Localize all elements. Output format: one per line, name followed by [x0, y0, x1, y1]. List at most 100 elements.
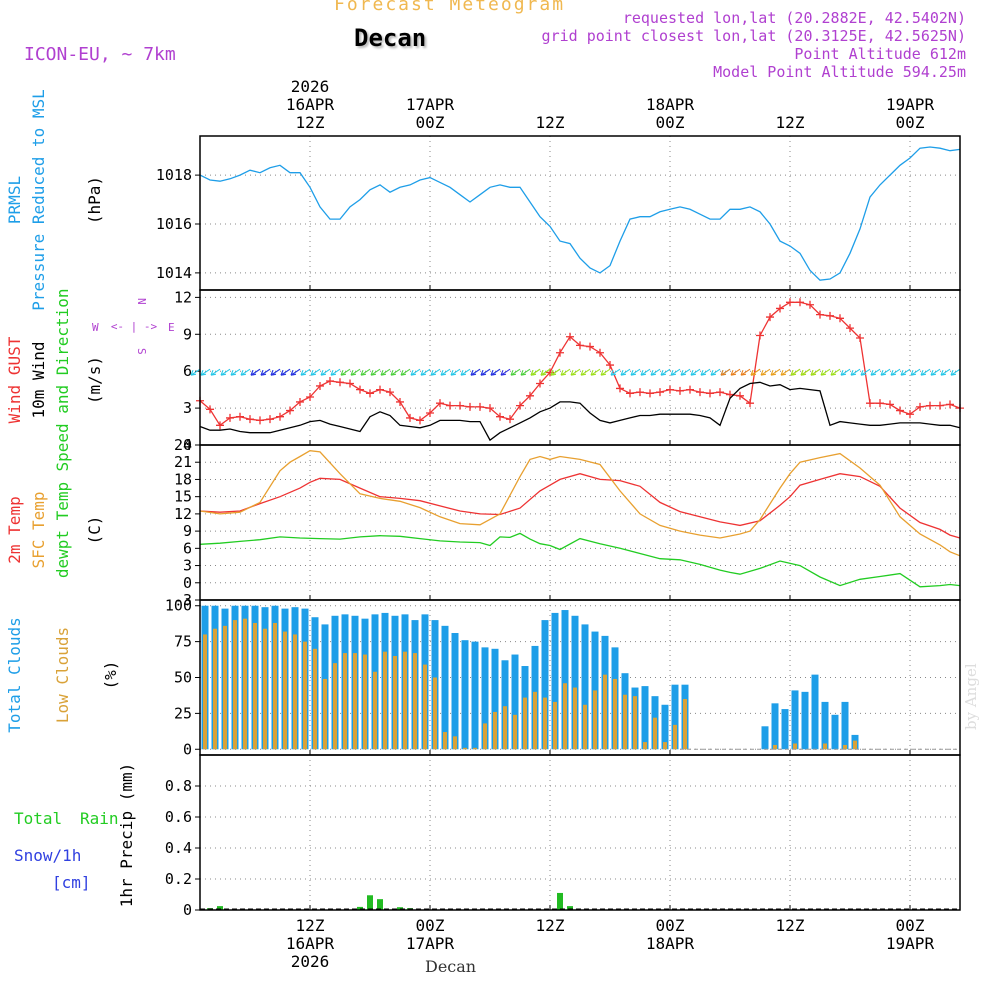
top-axis-label: 19APR	[886, 95, 935, 114]
wind-arrow	[230, 368, 241, 376]
cloud-low-bar	[403, 651, 407, 750]
gust-marker	[286, 406, 294, 415]
panel-frame	[199, 444, 961, 601]
cloud-low-bar	[283, 631, 287, 750]
wind-arrow	[240, 368, 251, 376]
wind-arrow	[410, 368, 421, 376]
precip-rain-label: Rain	[80, 809, 119, 828]
wind-arrow	[220, 368, 231, 376]
series-line	[199, 381, 961, 442]
gust-marker	[716, 388, 724, 397]
cloud-low-bar	[573, 687, 577, 750]
y-tick-label: 9	[183, 522, 192, 540]
cloud-low-bar	[353, 653, 357, 750]
y-axis-label: Low Clouds	[53, 627, 72, 723]
cloud-low-bar	[673, 724, 677, 750]
wind-arrow	[360, 368, 371, 376]
gust-marker	[266, 415, 274, 424]
gust-marker	[846, 324, 854, 333]
compass-w: W	[92, 321, 99, 334]
wind-arrow	[390, 368, 401, 376]
gust-marker	[656, 388, 664, 397]
cloud-total-bar	[571, 615, 579, 750]
point-altitude: Point Altitude 612m	[794, 45, 966, 63]
bottom-axis-label: 17APR	[406, 934, 455, 953]
y-tick-label: 0	[183, 901, 192, 919]
y-axis-label: PRMSL	[5, 176, 24, 224]
gust-marker	[516, 401, 524, 410]
gust-marker	[486, 404, 494, 413]
precip-cm-label: [cm]	[52, 873, 91, 892]
top-axis-label: 00Z	[896, 113, 925, 132]
gust-marker	[346, 379, 354, 388]
cloud-total-bar	[831, 714, 839, 750]
wind-arrow	[940, 368, 951, 376]
wind-arrow	[830, 368, 841, 376]
y-tick-label: 0	[183, 574, 192, 592]
top-axis-label: 16APR	[286, 95, 335, 114]
cloud-total-bar	[641, 686, 649, 750]
gust-marker	[416, 416, 424, 425]
wind-arrow	[780, 368, 791, 376]
location-title: Decan	[354, 24, 427, 52]
y-tick-label: 3	[183, 557, 192, 575]
compass-n: N	[135, 298, 148, 305]
precip-bar	[567, 906, 573, 910]
gust-marker	[666, 385, 674, 394]
cloud-total-bar	[781, 709, 789, 750]
y-axis-label: dewpt Temp	[53, 482, 72, 578]
cloud-low-bar	[503, 706, 507, 750]
series-line	[199, 473, 961, 539]
cloud-total-bar	[471, 641, 479, 750]
top-axis-label: 12Z	[536, 113, 565, 132]
wind-arrow	[300, 368, 311, 376]
top-axis-label: 00Z	[656, 113, 685, 132]
wind-arrow	[250, 368, 261, 376]
gust-marker	[746, 399, 754, 408]
y-axis-label: Wind GUST	[5, 336, 24, 423]
gust-marker	[326, 377, 334, 386]
precip-bar	[217, 906, 223, 910]
bottom-axis-label: 2026	[291, 952, 330, 971]
wind-arrow	[740, 368, 751, 376]
bottom-axis-label: 19APR	[886, 934, 935, 953]
cloud-low-bar	[233, 620, 237, 750]
cloud-total-bar	[491, 648, 499, 750]
gust-marker	[556, 348, 564, 357]
cloud-total-bar	[801, 691, 809, 750]
cloud-total-bar	[451, 633, 459, 750]
gust-marker	[406, 413, 414, 422]
gust-marker	[616, 384, 624, 393]
cloud-low-bar	[793, 743, 797, 750]
panel-frame	[199, 754, 961, 911]
cloud-low-bar	[683, 699, 687, 750]
cloud-low-bar	[633, 696, 637, 750]
gust-marker	[896, 406, 904, 415]
cloud-low-bar	[273, 622, 277, 750]
cloud-low-bar	[443, 732, 447, 750]
gust-marker	[676, 386, 684, 395]
gust-marker	[256, 416, 264, 425]
y-tick-label: 12	[174, 288, 192, 306]
y-axis-label: 1hr Precip (mm)	[117, 763, 136, 908]
y-tick-label: 6	[183, 362, 192, 380]
model-label: ICON-EU, ~ 7km	[24, 44, 176, 65]
cloud-low-bar	[513, 714, 517, 750]
wind-arrow	[610, 368, 621, 376]
cloud-low-bar	[323, 678, 327, 750]
cloud-low-bar	[343, 653, 347, 750]
gust-marker	[446, 401, 454, 410]
compass-s: S	[135, 348, 148, 355]
y-tick-label: 75	[174, 633, 192, 651]
panel-frame	[199, 135, 961, 291]
cloud-low-bar	[333, 663, 337, 750]
wind-arrow	[530, 368, 541, 376]
y-tick-label: 24	[174, 436, 192, 454]
gust-marker	[356, 385, 364, 394]
wind-arrow	[680, 368, 691, 376]
gust-marker	[506, 415, 514, 424]
y-axis-label: (C)	[85, 516, 104, 545]
wind-arrow	[860, 368, 871, 376]
cloud-total-bar	[811, 674, 819, 750]
